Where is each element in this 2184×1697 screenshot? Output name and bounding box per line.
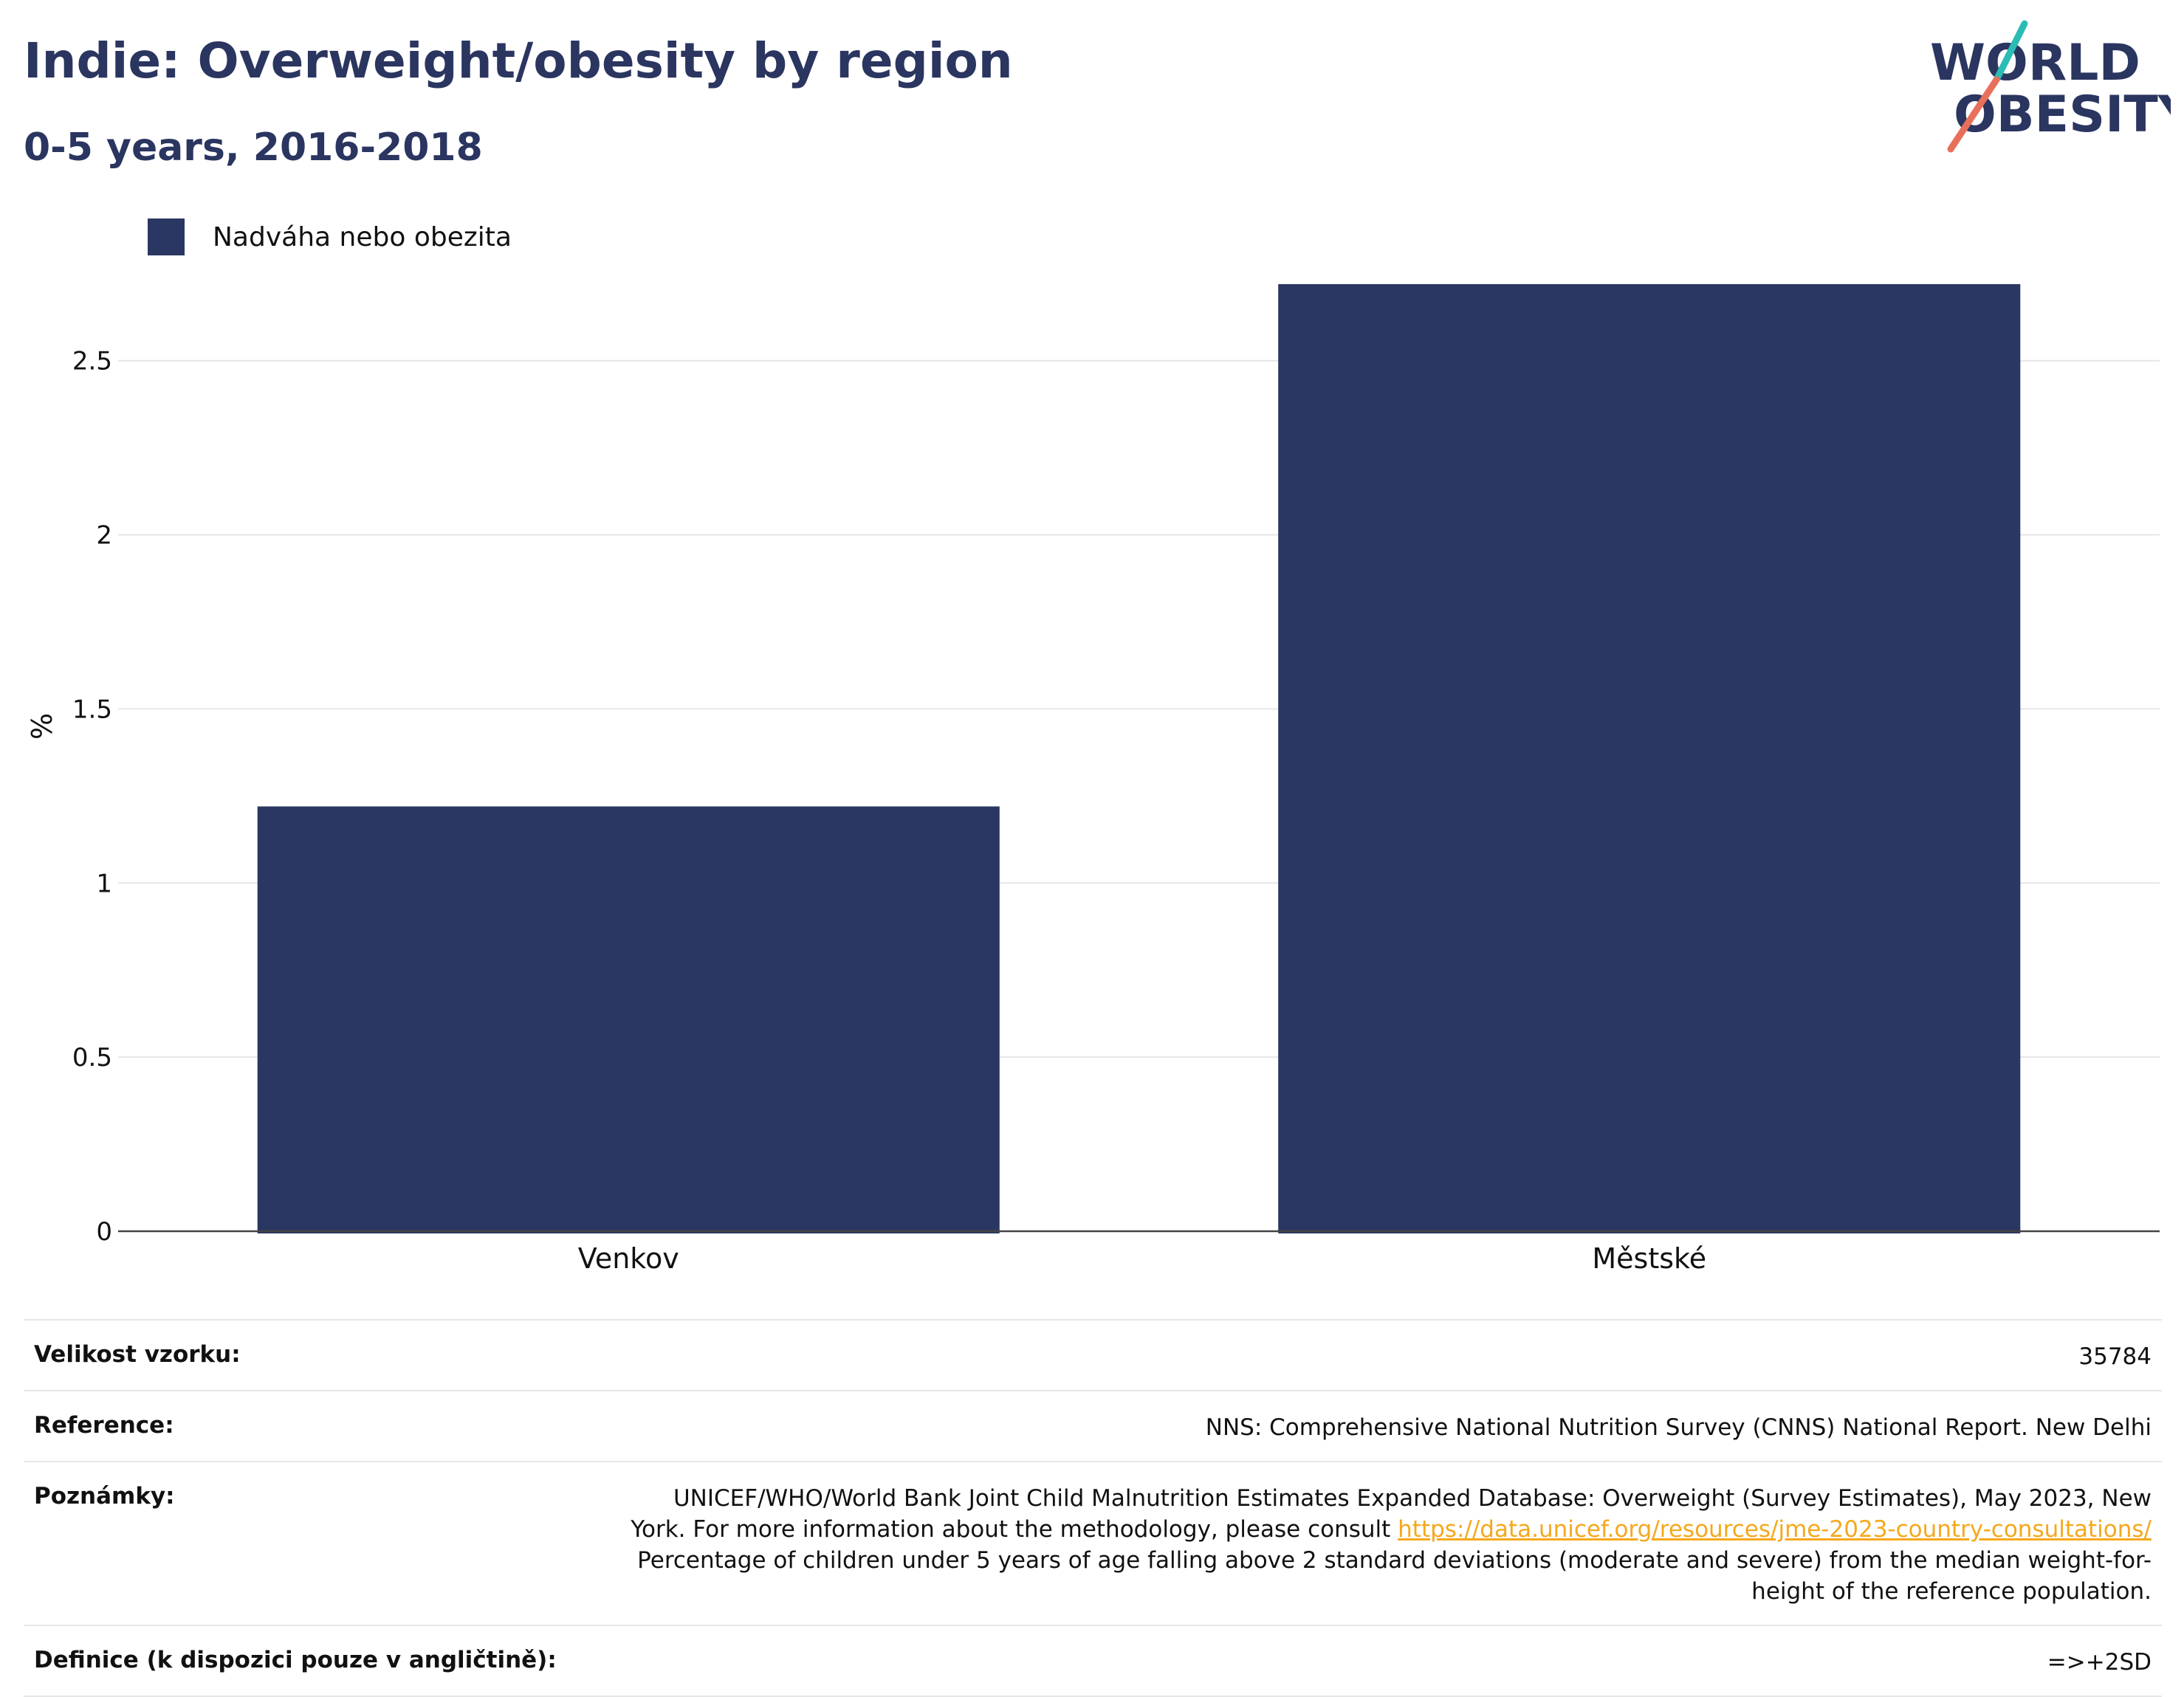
bar xyxy=(1278,283,2021,1233)
info-row-notes: Poznámky: UNICEF/WHO/World Bank Joint Ch… xyxy=(24,1461,2162,1625)
notes-label: Poznámky: xyxy=(34,1483,175,1510)
notes-line-2: York. For more information about the met… xyxy=(564,1514,2152,1545)
chart-subtitle: 0-5 years, 2016-2018 xyxy=(24,125,483,170)
chart-legend: Nadváha nebo obezita xyxy=(148,218,512,255)
y-tick-label: 0 xyxy=(96,1217,112,1247)
reference-value: NNS: Comprehensive National Nutrition Su… xyxy=(1205,1414,2152,1441)
methodology-link[interactable]: https://data.unicef.org/resources/jme-20… xyxy=(1398,1516,2152,1543)
sample-size-label: Velikost vzorku: xyxy=(34,1341,241,1368)
chart-title: Indie: Overweight/obesity by region xyxy=(24,32,1013,89)
y-tick-label: 0.5 xyxy=(72,1043,112,1073)
legend-label: Nadváha nebo obezita xyxy=(213,221,512,252)
info-row-reference: Reference: NNS: Comprehensive National N… xyxy=(24,1390,2162,1461)
x-tick-label: Městské xyxy=(1592,1242,1706,1275)
y-axis-title: % xyxy=(26,713,58,740)
info-table: Velikost vzorku: 35784 Reference: NNS: C… xyxy=(24,1319,2162,1697)
info-row-sample-size: Velikost vzorku: 35784 xyxy=(24,1319,2162,1390)
reference-label: Reference: xyxy=(34,1412,174,1439)
notes-value: UNICEF/WHO/World Bank Joint Child Malnut… xyxy=(564,1483,2152,1607)
x-tick-label: Venkov xyxy=(578,1242,679,1275)
y-tick-label: 1.5 xyxy=(72,695,112,724)
y-tick-label: 2 xyxy=(96,521,112,551)
definition-label: Definice (k dispozici pouze v angličtině… xyxy=(34,1647,557,1673)
notes-line-1: UNICEF/WHO/World Bank Joint Child Malnut… xyxy=(673,1485,2152,1512)
sample-size-value: 35784 xyxy=(2078,1343,2152,1370)
y-tick-label: 1 xyxy=(96,869,112,898)
y-tick-label: 2.5 xyxy=(72,347,112,376)
world-obesity-logo: WORLD OBESITY xyxy=(1930,20,2171,153)
notes-line-2-text: York. For more information about the met… xyxy=(631,1516,1391,1543)
logo-text-world: WORLD xyxy=(1930,34,2140,92)
info-row-definition: Definice (k dispozici pouze v angličtině… xyxy=(24,1625,2162,1697)
bar-chart: 0 0.5 1 1.5 2 2.5 Venkov Městské% xyxy=(26,283,2160,1275)
bar xyxy=(257,806,1000,1233)
logo-slash-bottom xyxy=(1947,76,2000,153)
logo-slash-top xyxy=(1993,20,2028,83)
legend-swatch xyxy=(148,218,185,255)
notes-line-4: height of the reference population. xyxy=(1751,1578,2152,1605)
notes-line-3: Percentage of children under 5 years of … xyxy=(637,1547,2152,1574)
definition-value: =>+2SD xyxy=(2047,1649,2152,1676)
